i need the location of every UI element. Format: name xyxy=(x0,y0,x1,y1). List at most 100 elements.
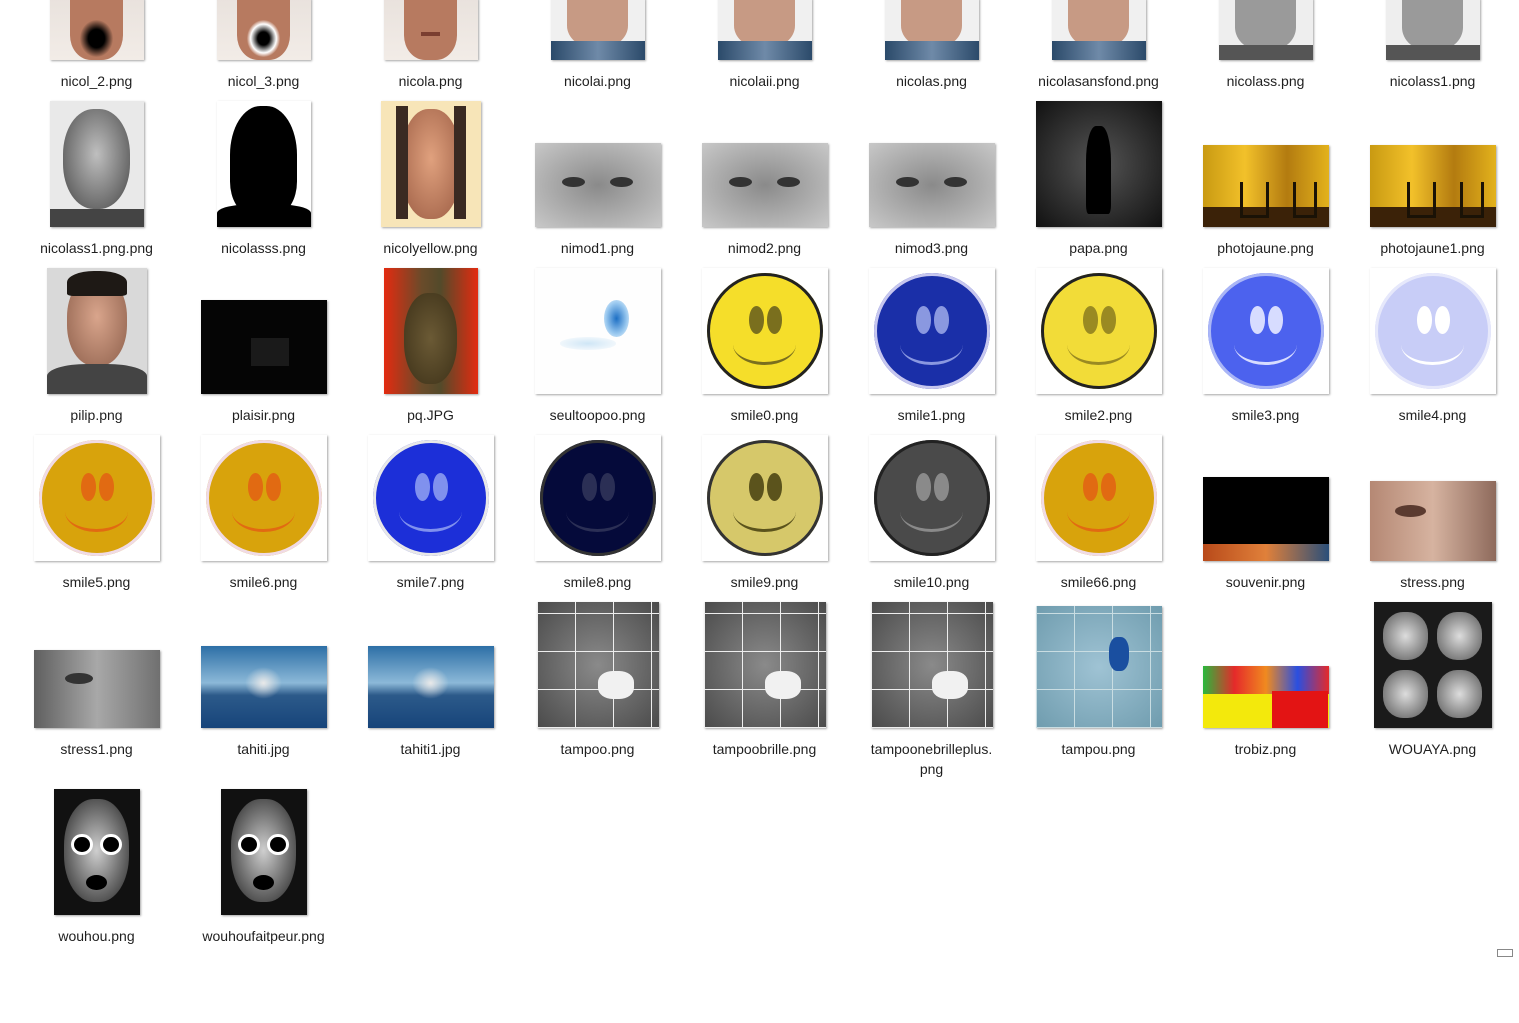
file-thumbnail xyxy=(1202,145,1329,227)
file-item[interactable]: tampoonebrilleplus. png xyxy=(848,602,1015,836)
file-name-label: smile2.png xyxy=(1064,407,1133,423)
file-item[interactable]: nicolass1.png xyxy=(1349,0,1516,168)
file-thumbnail xyxy=(536,602,659,728)
thumbnail-frame xyxy=(1182,97,1349,227)
file-item[interactable]: nicolaii.png xyxy=(681,0,848,168)
file-name-label: nicolasss.png xyxy=(221,240,306,256)
file-name-label: wouhoufaitpeur.png xyxy=(202,928,325,944)
file-item[interactable]: stress.png xyxy=(1349,481,1516,669)
file-item[interactable]: nimod2.png xyxy=(681,143,848,335)
file-name-label: nimod1.png xyxy=(560,240,635,256)
thumbnail-frame xyxy=(13,598,180,728)
file-item[interactable]: plaisir.png xyxy=(180,300,347,502)
file-thumbnail xyxy=(216,101,311,227)
file-item[interactable]: smile6.png xyxy=(180,435,347,669)
thumbnail-frame xyxy=(1349,264,1516,394)
file-name-label: smile5.png xyxy=(62,574,131,590)
file-item[interactable]: nimod3.png xyxy=(848,143,1015,335)
file-item[interactable]: pilip.png xyxy=(13,268,180,502)
file-item[interactable]: smile8.png xyxy=(514,435,681,669)
file-thumbnail xyxy=(383,0,478,60)
file-item[interactable]: smile5.png xyxy=(13,435,180,669)
file-item[interactable]: photojaune.png xyxy=(1182,145,1349,335)
file-thumbnail xyxy=(550,0,645,60)
file-item[interactable]: photojaune1.png xyxy=(1349,145,1516,335)
file-thumbnail xyxy=(49,101,144,227)
file-item[interactable]: smile9.png xyxy=(681,435,848,669)
thumbnail-frame xyxy=(13,97,180,227)
file-thumbnail xyxy=(49,0,144,60)
thumbnail-frame xyxy=(13,0,180,60)
file-item[interactable]: wouhou.png xyxy=(13,789,180,1023)
file-name-label: nicola.png xyxy=(398,73,463,89)
file-name-label: nicolaii.png xyxy=(729,73,800,89)
file-item[interactable]: smile66.png xyxy=(1015,435,1182,669)
file-thumbnail xyxy=(200,435,327,561)
file-item[interactable]: souvenir.png xyxy=(1182,477,1349,669)
file-item[interactable]: nicol_2.png xyxy=(13,0,180,168)
file-thumbnail xyxy=(701,143,828,227)
file-item[interactable]: smile7.png xyxy=(347,435,514,669)
file-item[interactable]: nicolai.png xyxy=(514,0,681,168)
thumbnail-frame xyxy=(1349,0,1516,60)
file-item[interactable]: smile1.png xyxy=(848,268,1015,502)
file-grid: nicol_2.png nicol_3.png nicola.png nicolai.… xyxy=(13,0,1516,944)
thumbnail-frame xyxy=(848,598,1015,728)
file-name-label: nicolyellow.png xyxy=(383,240,478,256)
file-thumbnail xyxy=(534,435,661,561)
file-item[interactable]: trobiz.png xyxy=(1182,666,1349,836)
thumbnail-frame xyxy=(848,264,1015,394)
file-name-label: smile3.png xyxy=(1231,407,1300,423)
file-item[interactable]: smile10.png xyxy=(848,435,1015,669)
file-name-label: stress1.png xyxy=(60,741,133,757)
file-item[interactable]: tahiti1.jpg xyxy=(347,646,514,836)
file-item[interactable]: nicolyellow.png xyxy=(347,101,514,335)
file-thumbnail xyxy=(220,789,307,915)
file-name-label: smile9.png xyxy=(730,574,799,590)
file-name-label: nicolass1.png xyxy=(1389,73,1476,89)
file-item[interactable]: smile0.png xyxy=(681,268,848,502)
thumbnail-frame xyxy=(514,0,681,60)
file-item[interactable]: smile3.png xyxy=(1182,268,1349,502)
thumbnail-frame xyxy=(1015,431,1182,561)
thumbnail-frame xyxy=(180,785,347,915)
file-name-label: nicol_3.png xyxy=(227,73,300,89)
file-name-label: trobiz.png xyxy=(1234,741,1297,757)
file-item[interactable]: nimod1.png xyxy=(514,143,681,335)
file-thumbnail xyxy=(216,0,311,60)
thumbnail-frame xyxy=(1182,264,1349,394)
file-item[interactable]: stress1.png xyxy=(13,650,180,836)
file-name-label: smile66.png xyxy=(1060,574,1137,590)
file-item[interactable]: nicolass.png xyxy=(1182,0,1349,168)
file-item[interactable]: nicola.png xyxy=(347,0,514,168)
file-name-label: WOUAYA.png xyxy=(1388,741,1477,757)
file-item[interactable]: tahiti.jpg xyxy=(180,646,347,836)
thumbnail-frame xyxy=(1182,598,1349,728)
file-item[interactable]: pq.JPG xyxy=(347,268,514,502)
file-item[interactable]: nicolas.png xyxy=(848,0,1015,168)
file-item[interactable]: WOUAYA.png xyxy=(1349,602,1516,836)
file-name-line: png xyxy=(919,761,944,777)
file-item[interactable]: nicolasansfond.png xyxy=(1015,0,1182,168)
thumbnail-frame xyxy=(13,264,180,394)
file-name-label: tahiti.jpg xyxy=(237,741,290,757)
file-name-label: wouhou.png xyxy=(58,928,135,944)
file-item[interactable]: tampoobrille.png xyxy=(681,602,848,836)
file-item[interactable]: tampoo.png xyxy=(514,602,681,836)
file-item[interactable]: nicolass1.png.png xyxy=(13,101,180,335)
file-item[interactable]: seultoopoo.png xyxy=(514,268,681,502)
file-item[interactable]: tampou.png xyxy=(1015,606,1182,836)
file-thumbnail xyxy=(703,602,826,728)
view-toggle-icon[interactable] xyxy=(1497,949,1513,957)
file-item[interactable]: smile4.png xyxy=(1349,268,1516,502)
file-item[interactable]: smile2.png xyxy=(1015,268,1182,502)
file-name-label: tahiti1.jpg xyxy=(400,741,461,757)
file-item[interactable]: wouhoufaitpeur.png xyxy=(180,789,347,1023)
thumbnail-frame xyxy=(180,598,347,728)
file-item[interactable]: nicol_3.png xyxy=(180,0,347,168)
file-item[interactable]: papa.png xyxy=(1015,101,1182,335)
thumbnail-frame xyxy=(180,0,347,60)
file-name-label: nimod3.png xyxy=(894,240,969,256)
file-thumbnail xyxy=(868,268,995,394)
file-item[interactable]: nicolasss.png xyxy=(180,101,347,335)
